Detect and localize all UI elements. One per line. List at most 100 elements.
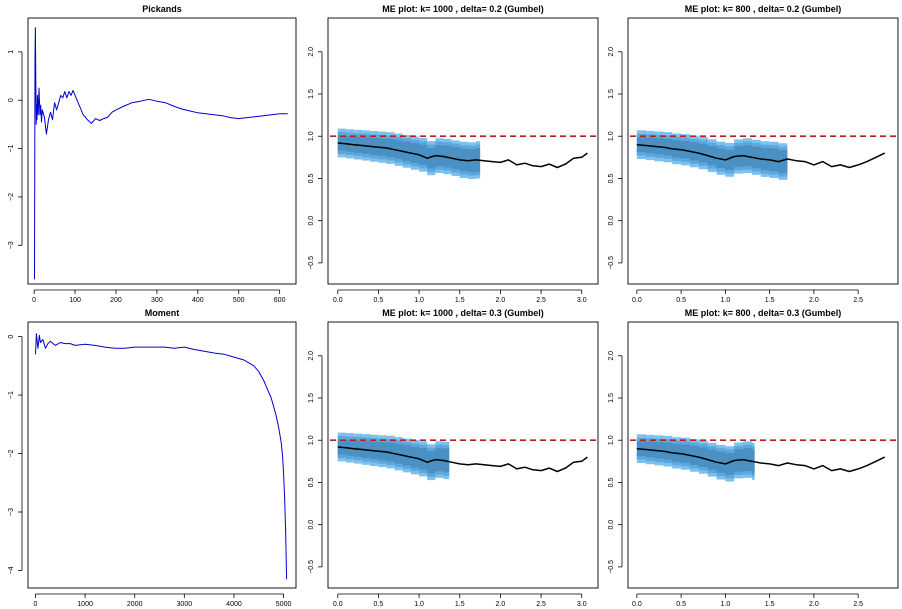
me-series-line bbox=[636, 143, 886, 169]
y-tick-label: 1.5 bbox=[308, 393, 315, 403]
plot-area bbox=[35, 333, 288, 580]
plot-frame bbox=[27, 17, 297, 285]
panel-title: ME plot: k= 1000 , delta= 0.3 (Gumbel) bbox=[382, 308, 544, 318]
x-tick-label: 5000 bbox=[276, 601, 292, 608]
x-tick-label: 0.5 bbox=[374, 297, 384, 304]
y-tick-label: 2.0 bbox=[608, 47, 615, 57]
me-series-line bbox=[636, 447, 886, 473]
estimator-line bbox=[35, 333, 288, 580]
plot-frame bbox=[627, 321, 899, 589]
x-tick-label: 200 bbox=[110, 297, 122, 304]
plot-area bbox=[34, 27, 288, 280]
x-tick-label: 1.0 bbox=[721, 601, 731, 608]
x-tick-label: 0.0 bbox=[632, 297, 642, 304]
x-tick-label: 500 bbox=[233, 297, 245, 304]
y-tick-label: 2.0 bbox=[608, 351, 615, 361]
plot-area bbox=[330, 432, 596, 481]
panel-title: ME plot: k= 800 , delta= 0.2 (Gumbel) bbox=[685, 4, 842, 14]
y-tick-label: 2.0 bbox=[308, 47, 315, 57]
x-tick-label: 1.5 bbox=[455, 601, 465, 608]
x-tick-label: 0.5 bbox=[374, 601, 384, 608]
x-tick-label: 0 bbox=[32, 297, 36, 304]
panel-me-1000-02: ME plot: k= 1000 , delta= 0.2 (Gumbel) 0.… bbox=[308, 4, 599, 304]
x-tick-label: 0.0 bbox=[333, 297, 343, 304]
y-tick-label: 0.0 bbox=[608, 520, 615, 530]
y-tick-label: −0.5 bbox=[308, 560, 315, 574]
x-tick-label: 3000 bbox=[177, 601, 193, 608]
estimator-line bbox=[34, 27, 288, 280]
y-tick-label: 1.0 bbox=[608, 131, 615, 141]
x-tick-label: 0.5 bbox=[676, 297, 686, 304]
band-inner bbox=[636, 137, 788, 174]
x-tick-label: 100 bbox=[69, 297, 81, 304]
y-tick-label: −1 bbox=[8, 144, 15, 152]
band-inner bbox=[337, 135, 481, 173]
plot-frame bbox=[27, 321, 297, 589]
y-tick-label: −2 bbox=[8, 449, 15, 457]
y-tick-label: 1.0 bbox=[308, 131, 315, 141]
y-tick-label: 1.5 bbox=[308, 89, 315, 99]
x-tick-label: 600 bbox=[274, 297, 286, 304]
x-tick-label: 1.5 bbox=[765, 297, 775, 304]
y-tick-label: −0.5 bbox=[608, 560, 615, 574]
panel-pickands: Pickands 0 100 200 300 400 500 600 −3 −2 −1 0 1 bbox=[8, 4, 297, 304]
me-series-line bbox=[337, 142, 588, 169]
x-tick-label: 1.5 bbox=[455, 297, 465, 304]
y-tick-label: 2.0 bbox=[308, 351, 315, 361]
x-tick-label: 0.5 bbox=[676, 601, 686, 608]
y-tick-label: 0.5 bbox=[608, 477, 615, 487]
x-tick-label: 2.5 bbox=[853, 297, 863, 304]
x-tick-label: 1.0 bbox=[414, 297, 424, 304]
x-tick-label: 2.0 bbox=[496, 297, 506, 304]
plot-frame bbox=[627, 17, 899, 285]
x-tick-label: 1.0 bbox=[414, 601, 424, 608]
x-tick-label: 2.5 bbox=[536, 297, 546, 304]
y-tick-label: −3 bbox=[8, 508, 15, 516]
y-tick-label: 1.0 bbox=[608, 435, 615, 445]
band-inner bbox=[337, 439, 450, 474]
x-tick-label: 1.0 bbox=[721, 297, 731, 304]
x-tick-label: 0.0 bbox=[632, 601, 642, 608]
x-tick-label: 2.5 bbox=[536, 601, 546, 608]
y-tick-label: 0.5 bbox=[608, 173, 615, 183]
plot-area bbox=[630, 130, 896, 180]
me-series-line bbox=[337, 446, 588, 473]
x-tick-label: 1000 bbox=[77, 601, 93, 608]
panel-title: Moment bbox=[145, 308, 180, 318]
y-tick-label: 0.0 bbox=[308, 216, 315, 226]
y-tick-label: 1.5 bbox=[608, 89, 615, 99]
y-tick-label: 0 bbox=[8, 335, 15, 339]
panel-me-800-03: ME plot: k= 800 , delta= 0.3 (Gumbel) 0.0… bbox=[608, 308, 899, 608]
plot-frame bbox=[327, 17, 599, 285]
y-tick-label: −0.5 bbox=[308, 256, 315, 270]
y-tick-label: 0 bbox=[8, 98, 15, 102]
x-tick-label: 2.0 bbox=[809, 601, 819, 608]
y-tick-label: −2 bbox=[8, 193, 15, 201]
x-tick-label: 1.5 bbox=[765, 601, 775, 608]
x-tick-label: 2000 bbox=[127, 601, 143, 608]
x-tick-label: 3.0 bbox=[577, 297, 587, 304]
plot-area bbox=[330, 128, 596, 180]
x-tick-label: 2.0 bbox=[809, 297, 819, 304]
y-tick-label: 0.5 bbox=[308, 477, 315, 487]
x-tick-label: 4000 bbox=[226, 601, 242, 608]
band-inner bbox=[636, 441, 755, 475]
y-tick-label: −3 bbox=[8, 241, 15, 249]
y-tick-label: 0.0 bbox=[308, 520, 315, 530]
x-tick-label: 3.0 bbox=[577, 601, 587, 608]
plot-area bbox=[630, 434, 896, 482]
panel-title: ME plot: k= 1000 , delta= 0.2 (Gumbel) bbox=[382, 4, 544, 14]
panel-me-1000-03: ME plot: k= 1000 , delta= 0.3 (Gumbel) 0.… bbox=[308, 308, 599, 608]
x-tick-label: 2.0 bbox=[496, 601, 506, 608]
panel-title: Pickands bbox=[142, 4, 182, 14]
y-tick-label: 0.0 bbox=[608, 216, 615, 226]
y-tick-label: −1 bbox=[8, 391, 15, 399]
panel-me-800-02: ME plot: k= 800 , delta= 0.2 (Gumbel) 0.0… bbox=[608, 4, 899, 304]
panel-moment: Moment 0 1000 2000 3000 4000 5000 −4 −3 −2 −1 0 bbox=[8, 308, 297, 608]
plot-frame bbox=[327, 321, 599, 589]
x-tick-label: 400 bbox=[192, 297, 204, 304]
x-tick-label: 0 bbox=[33, 601, 37, 608]
x-tick-label: 0.0 bbox=[333, 601, 343, 608]
